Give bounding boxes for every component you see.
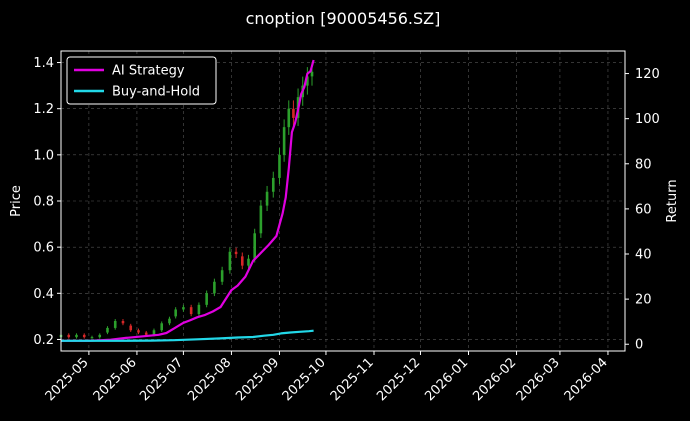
y-left-tick-label: 1.2 xyxy=(33,102,54,117)
y-axis-right-label: Return xyxy=(665,179,680,222)
candle-body xyxy=(75,334,78,338)
candle-body xyxy=(197,304,201,315)
y-right-tick-label: 120 xyxy=(635,67,660,82)
candle-body xyxy=(129,325,133,331)
price-candles xyxy=(59,62,314,339)
candle-body xyxy=(160,323,164,331)
candle-body xyxy=(228,251,232,271)
candle-body xyxy=(213,281,216,294)
y-right-tick-label: 0 xyxy=(635,338,643,353)
legend-box xyxy=(66,56,217,105)
candle-body xyxy=(205,293,208,305)
chart-title: cnoption [90005456.SZ] xyxy=(246,9,441,28)
candle-body xyxy=(247,258,250,266)
y-left-tick-label: 0.4 xyxy=(33,287,54,302)
candle-body xyxy=(271,177,275,192)
candle-body xyxy=(152,330,156,335)
candle-body xyxy=(265,191,269,206)
candle-body xyxy=(259,205,263,234)
candle-body xyxy=(82,334,86,338)
y-left-tick-label: 1.4 xyxy=(33,56,54,71)
y-right-tick-label: 40 xyxy=(635,248,652,263)
candle-body xyxy=(278,154,281,178)
y-axis-left: 0.2 0.4 0.6 0.8 1.0 1.2 1.4 xyxy=(33,56,61,348)
series-line-buy-and-hold xyxy=(61,329,314,342)
legend: AI Strategy Buy-and-Hold xyxy=(66,56,217,105)
y-right-tick-label: 80 xyxy=(635,157,652,172)
legend-label-buy-and-hold: Buy-and-Hold xyxy=(112,85,200,100)
candle-body xyxy=(90,337,94,339)
candle-body xyxy=(137,330,140,333)
candle-body xyxy=(282,127,286,155)
candle-body xyxy=(182,307,185,310)
candle-body xyxy=(220,270,224,282)
y-right-tick-label: 20 xyxy=(635,293,652,308)
candle-body xyxy=(121,321,125,324)
y-left-tick-label: 0.6 xyxy=(33,241,54,256)
candle-body xyxy=(174,309,177,317)
series-lines xyxy=(61,59,315,342)
y-axis-left-label: Price xyxy=(9,185,24,217)
y-left-tick-label: 0.2 xyxy=(33,333,54,348)
candle-body xyxy=(240,256,244,266)
candle-body xyxy=(310,71,314,77)
candle-body xyxy=(106,327,109,333)
y-left-tick-label: 1.0 xyxy=(33,148,54,163)
candle-body xyxy=(168,318,171,324)
legend-label-ai-strategy: AI Strategy xyxy=(112,64,185,79)
candle-body xyxy=(306,76,309,86)
candle-body xyxy=(113,321,117,328)
y-left-tick-label: 0.8 xyxy=(33,195,54,210)
candle-body xyxy=(189,307,193,315)
candle-body xyxy=(287,108,291,128)
y-axis-right: 0 20 40 60 80 100 120 xyxy=(625,67,660,353)
series-line-ai-strategy xyxy=(61,59,315,342)
y-right-tick-label: 100 xyxy=(635,112,660,127)
candle-body xyxy=(292,108,295,118)
y-right-tick-label: 60 xyxy=(635,202,652,217)
candle-body xyxy=(253,233,256,259)
candle-body xyxy=(98,334,102,338)
candle-body xyxy=(67,334,71,338)
candle-body xyxy=(234,251,238,255)
candle-body xyxy=(144,332,148,335)
